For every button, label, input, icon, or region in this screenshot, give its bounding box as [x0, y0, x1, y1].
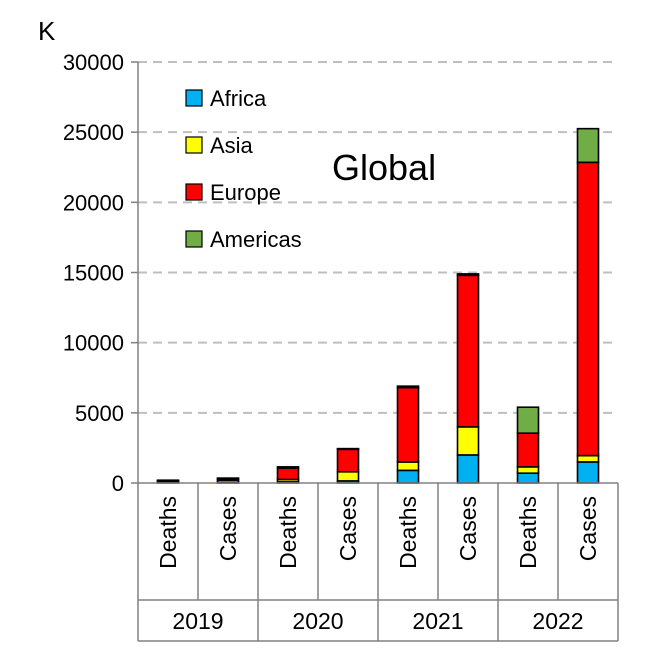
x-category-label: Cases	[575, 496, 601, 561]
bar-segment-americas-2019-cases	[218, 478, 239, 479]
bar-segment-africa-2021-cases	[458, 455, 479, 483]
bar-segment-europe-2020-deaths	[278, 468, 299, 479]
legend-label-americas: Americas	[210, 227, 302, 252]
bar-segment-americas-2022-deaths	[518, 407, 539, 433]
bar-segment-asia-2021-deaths	[398, 462, 419, 470]
x-category-label: Deaths	[155, 496, 181, 569]
bar-segment-europe-2021-deaths	[398, 388, 419, 462]
x-category-label: Cases	[215, 496, 241, 561]
y-tick-label: 10000	[63, 331, 124, 356]
bar-segment-europe-2021-cases	[458, 275, 479, 427]
bar-segment-asia-2022-deaths	[518, 467, 539, 473]
y-tick-label: 30000	[63, 50, 124, 75]
y-tick-label: 15000	[63, 261, 124, 286]
bar-segment-asia-2021-cases	[458, 427, 479, 455]
legend-label-europe: Europe	[210, 180, 281, 205]
bar-segment-americas-2020-deaths	[278, 467, 299, 468]
x-category-label: Cases	[455, 496, 481, 561]
bar-segment-americas-2021-deaths	[398, 386, 419, 387]
bar-segment-africa-2022-deaths	[518, 473, 539, 483]
bar-segment-europe-2022-cases	[578, 162, 599, 455]
legend-swatch-americas	[186, 231, 202, 247]
bar-segment-europe-2022-deaths	[518, 433, 539, 467]
x-category-label: Deaths	[275, 496, 301, 569]
bar-segment-americas-2019-deaths	[158, 480, 179, 481]
x-group-label: 2021	[412, 608, 463, 634]
bar-segment-africa-2022-cases	[578, 462, 599, 483]
legend-label-asia: Asia	[210, 133, 254, 158]
bar-segment-asia-2022-cases	[578, 456, 599, 462]
bar-segment-americas-2020-cases	[338, 449, 359, 450]
chart-title: Global	[332, 147, 436, 188]
legend-swatch-europe	[186, 184, 202, 200]
bar-segment-americas-2022-cases	[578, 129, 599, 163]
legend-swatch-africa	[186, 90, 202, 106]
x-category-label: Deaths	[395, 496, 421, 569]
x-category-label: Cases	[335, 496, 361, 561]
legend-label-africa: Africa	[210, 86, 267, 111]
x-group-label: 2019	[172, 608, 223, 634]
y-tick-label: 25000	[63, 120, 124, 145]
x-group-label: 2020	[292, 608, 343, 634]
bar-segment-europe-2020-cases	[338, 449, 359, 471]
y-tick-label: 0	[112, 471, 124, 496]
legend-swatch-asia	[186, 137, 202, 153]
bar-segment-africa-2021-deaths	[398, 470, 419, 483]
x-group-label: 2022	[532, 608, 583, 634]
legend: Africa Asia Europe Americas	[186, 86, 302, 252]
axes: 0 5000 10000 15000 20000 25000 30000 Deaths Case…	[63, 50, 618, 641]
bar-segment-asia-2020-cases	[338, 472, 359, 481]
y-axis-unit-label: K	[38, 16, 56, 46]
y-tick-label: 20000	[63, 190, 124, 215]
y-tick-label: 5000	[75, 401, 124, 426]
bar-segment-americas-2021-cases	[458, 274, 479, 275]
x-category-label: Deaths	[515, 496, 541, 569]
